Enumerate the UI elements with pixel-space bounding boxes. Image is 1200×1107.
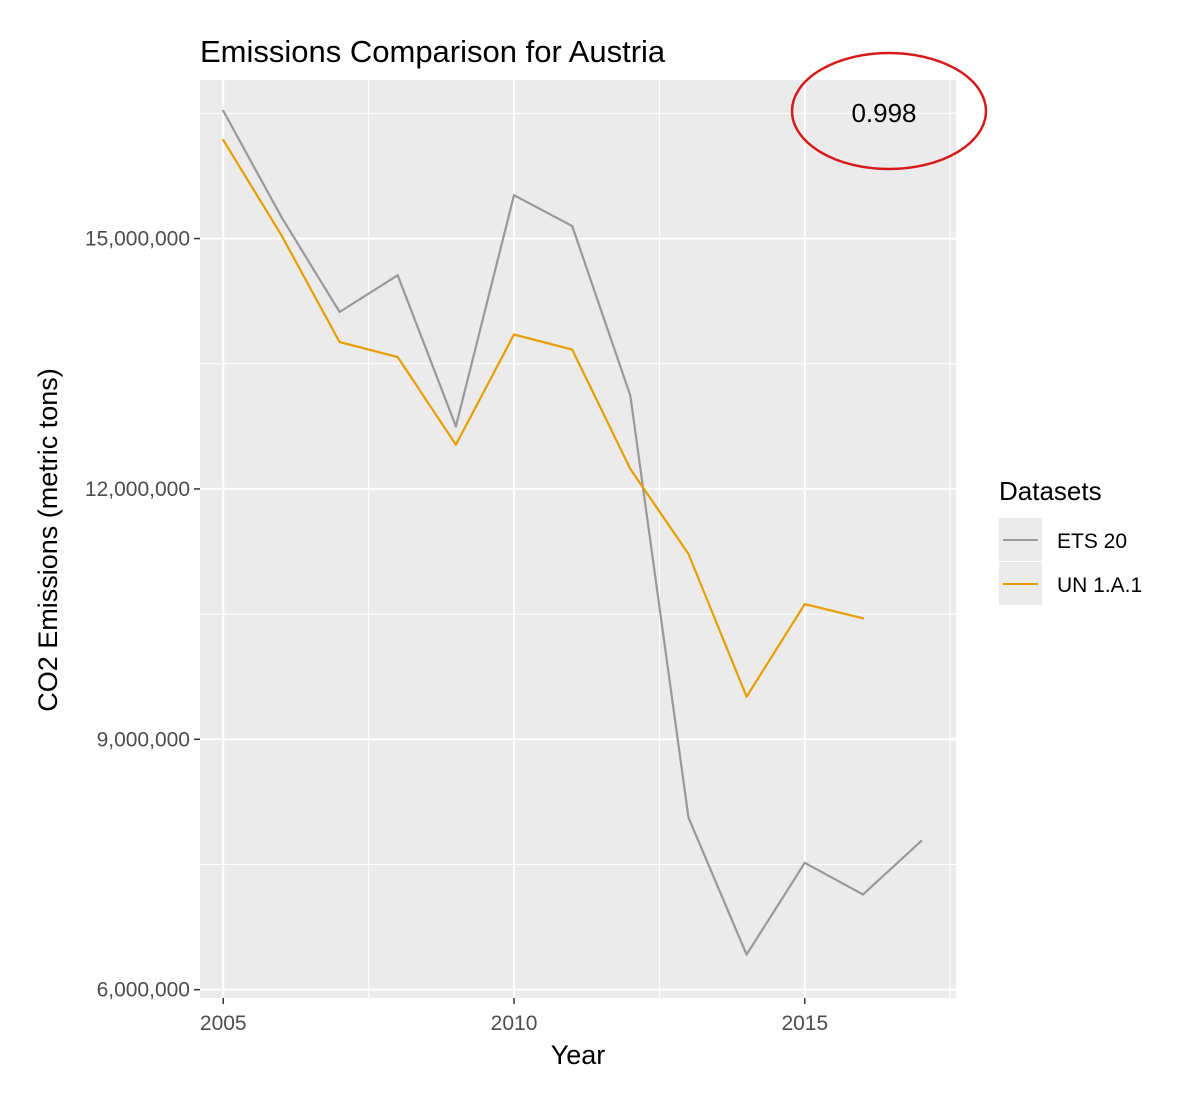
x-tick-label: 2005 <box>200 1012 247 1035</box>
legend-label-un-1a1: UN 1.A.1 <box>1057 574 1142 597</box>
x-axis-title: Year <box>551 1040 606 1070</box>
data-point-un-1a1 <box>338 340 341 344</box>
minor-gridlines <box>200 80 956 998</box>
y-tick-label: 6,000,000 <box>97 979 190 1002</box>
x-tick-label: 2010 <box>491 1012 538 1035</box>
data-point-un-1a1 <box>454 443 457 446</box>
data-point-un-1a1 <box>861 617 865 620</box>
major-gridlines <box>200 80 956 998</box>
annotation-value: 0.998 <box>851 98 916 128</box>
data-point-ets-20 <box>512 194 516 197</box>
data-point-un-1a1 <box>629 467 632 470</box>
data-point-un-1a1 <box>571 348 574 351</box>
data-point-un-1a1 <box>396 355 399 359</box>
data-point-un-1a1 <box>745 695 748 698</box>
legend-label-ets-20: ETS 20 <box>1057 530 1127 553</box>
data-point-un-1a1 <box>687 552 690 556</box>
data-point-ets-20 <box>920 840 923 843</box>
chart-title: Emissions Comparison for Austria <box>200 34 666 69</box>
data-point-ets-20 <box>861 893 865 896</box>
y-axis-title: CO2 Emissions (metric tons) <box>33 368 63 712</box>
data-point-ets-20 <box>571 224 574 228</box>
plot-panel <box>200 80 956 998</box>
data-point-un-1a1 <box>803 602 806 606</box>
data-point-un-1a1 <box>222 138 225 142</box>
data-point-ets-20 <box>454 425 457 428</box>
y-tick-label: 9,000,000 <box>97 728 190 751</box>
data-point-ets-20 <box>745 953 748 956</box>
series-layer <box>222 109 923 956</box>
series-line-un-1a1 <box>222 139 865 698</box>
data-point-ets-20 <box>338 310 341 314</box>
annotation-circle <box>790 51 988 171</box>
data-point-ets-20 <box>629 394 632 397</box>
data-point-ets-20 <box>280 215 283 218</box>
y-tick-label: 15,000,000 <box>85 228 190 251</box>
data-point-un-1a1 <box>280 234 283 237</box>
x-tick-label: 2015 <box>781 1012 828 1035</box>
legend-title: Datasets <box>999 476 1102 506</box>
legend: Datasets ETS 20 UN 1.A.1 <box>999 476 1142 605</box>
x-axis: 2005 2010 2015 <box>200 998 828 1035</box>
data-point-ets-20 <box>803 861 806 864</box>
y-axis: 6,000,000 9,000,000 12,000,000 15,000,000 <box>85 228 200 1002</box>
y-tick-label: 12,000,000 <box>85 478 190 501</box>
data-point-ets-20 <box>396 274 399 277</box>
data-point-ets-20 <box>222 109 225 112</box>
data-point-ets-20 <box>687 816 690 819</box>
data-point-un-1a1 <box>512 333 516 336</box>
